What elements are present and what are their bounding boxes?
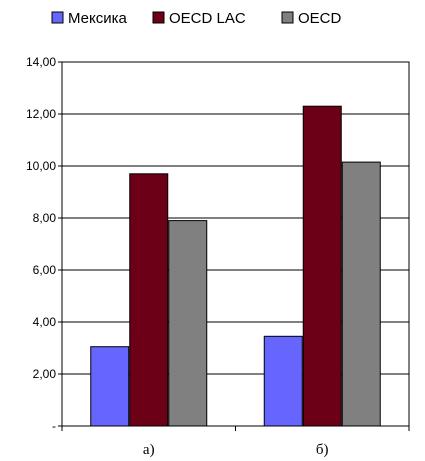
x-axis-ticks [61,426,410,431]
y-tick-label: 2,00 [33,367,57,381]
y-tick-label: - [52,419,56,433]
y-axis-tick-labels: - 2,00 4,00 6,00 8,00 10,00 12,00 14,00 [26,55,56,433]
bar [90,346,130,427]
legend-swatch [152,11,165,24]
bar [302,105,342,427]
legend-swatch [51,11,64,24]
x-category-label: а) [143,442,155,458]
legend-swatch [281,11,294,24]
bar [263,335,303,427]
y-tick-label: 8,00 [33,211,57,225]
legend-label: OECD LAC [169,10,246,27]
legend-label: OECD [298,10,342,27]
bars [90,105,381,427]
bar [129,173,169,427]
bar [168,220,208,427]
legend-label: Мексика [68,10,128,27]
y-tick-label: 4,00 [33,315,57,329]
y-tick-label: 14,00 [26,55,56,69]
y-tick-label: 6,00 [33,263,57,277]
y-tick-label: 10,00 [26,159,56,173]
x-category-label: б) [316,442,329,458]
x-axis-category-labels: а) б) [143,442,329,458]
legend: Мексика OECD LAC OECD [51,10,342,27]
y-tick-label: 12,00 [26,107,56,121]
bar [341,161,381,427]
